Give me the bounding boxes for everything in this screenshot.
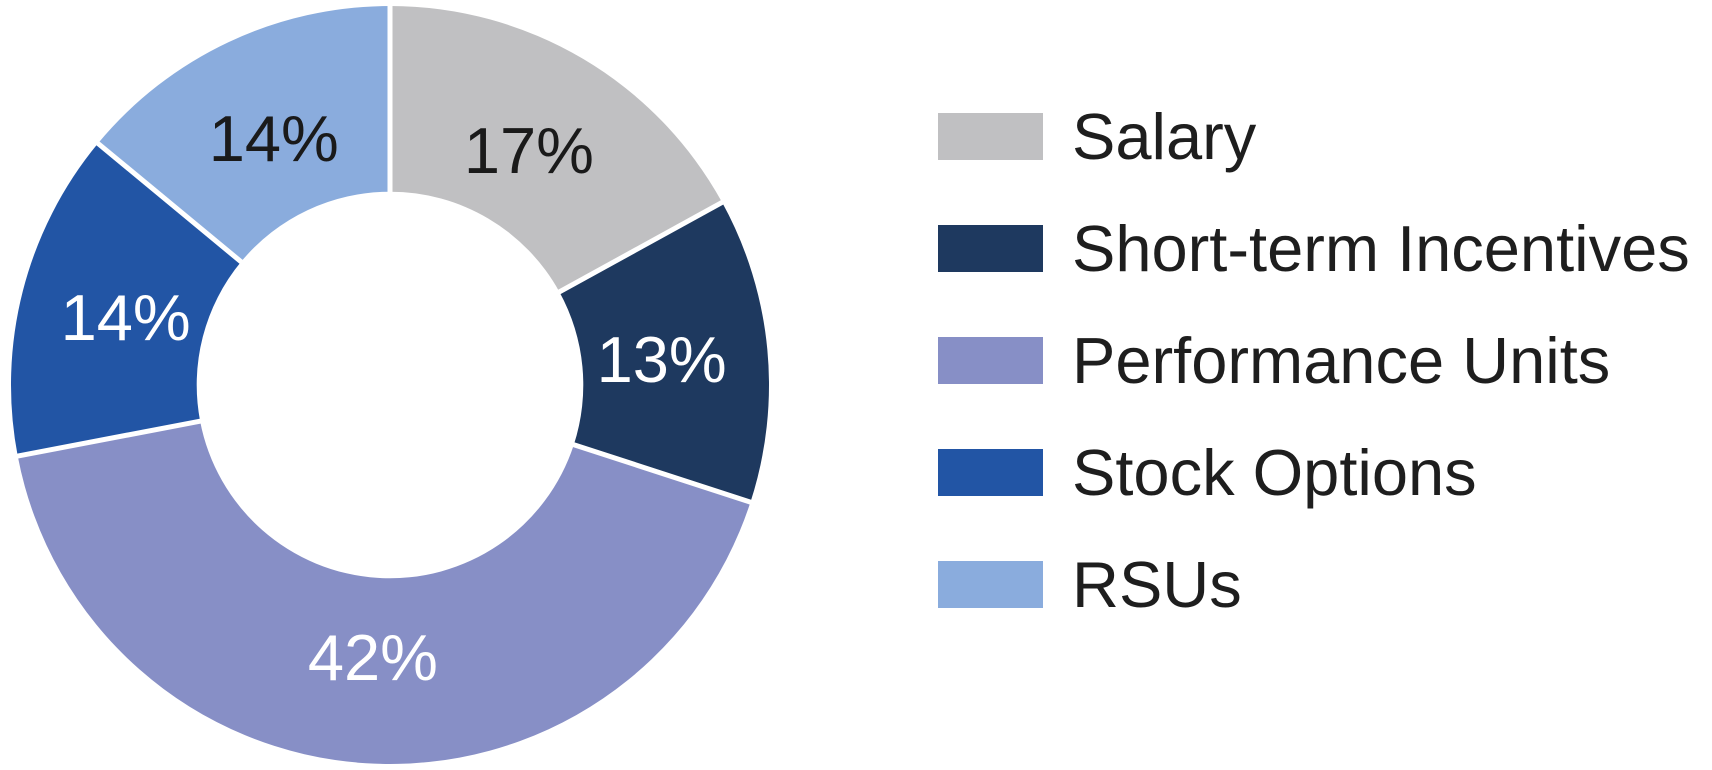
legend-item-salary: Salary: [938, 104, 1690, 169]
data-label-performance-units: 42%: [308, 621, 438, 694]
legend-item-stock-options: Stock Options: [938, 440, 1690, 505]
pie-slice-stock-options: [10, 143, 242, 457]
data-label-salary: 17%: [464, 114, 594, 187]
slice-separator: [569, 441, 756, 506]
legend-swatch-stock-options: [938, 449, 1043, 496]
pie-slice-rsus: [97, 6, 390, 262]
slice-separator: [93, 138, 246, 267]
legend-swatch-performance-units: [938, 337, 1043, 384]
data-label-stock-options: 14%: [61, 281, 191, 354]
pie-slice-short-term-incentives: [559, 202, 769, 503]
donut-chart: 17% 13% 42% 14% 14%: [10, 2, 769, 765]
legend-swatch-short-term-incentives: [938, 225, 1043, 272]
legend-label: Stock Options: [1072, 436, 1477, 509]
legend-label: Salary: [1072, 100, 1257, 173]
legend-item-short-term-incentives: Short-term Incentives: [938, 216, 1690, 281]
legend-label: Performance Units: [1072, 324, 1611, 397]
chart-legend: Salary Short-term Incentives Performance U…: [938, 104, 1690, 673]
data-label-rsus: 14%: [209, 102, 339, 175]
legend-item-rsus: RSUs: [938, 552, 1690, 617]
pie-slice-salary: [390, 6, 723, 292]
slice-separator: [554, 198, 727, 297]
legend-swatch-rsus: [938, 561, 1043, 608]
legend-swatch-salary: [938, 113, 1043, 160]
data-label-short-term-incentives: 13%: [597, 323, 727, 396]
pie-slice-performance-units: [17, 421, 751, 765]
legend-label: RSUs: [1072, 548, 1242, 621]
slice-separator: [13, 418, 205, 460]
legend-item-performance-units: Performance Units: [938, 328, 1690, 393]
legend-label: Short-term Incentives: [1072, 212, 1690, 285]
